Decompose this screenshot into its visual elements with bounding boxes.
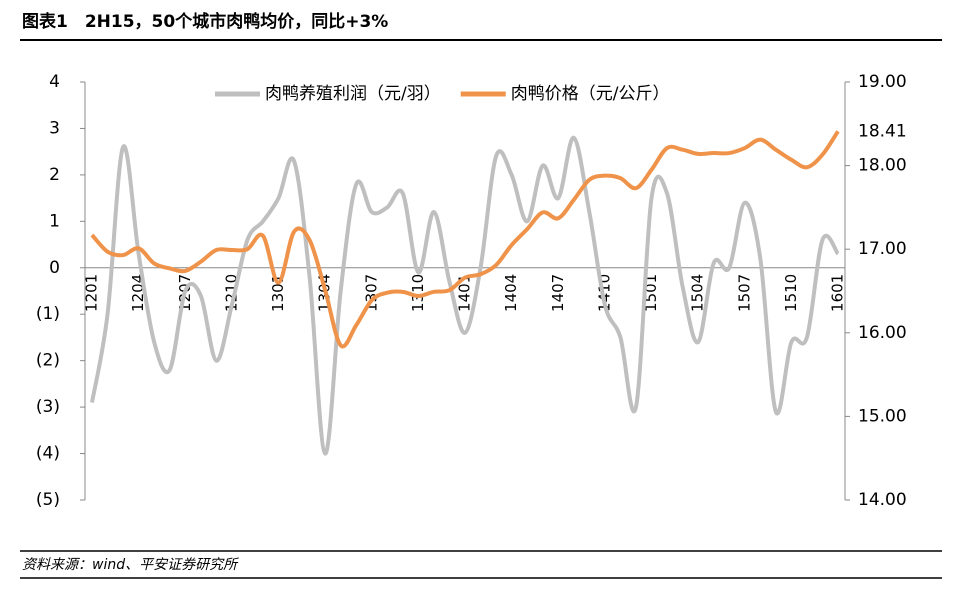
y2-tick-label: 15.00 — [858, 406, 907, 426]
y-tick-label: 2 — [49, 165, 60, 185]
y2-tick-label: 16.00 — [858, 323, 907, 343]
series-line — [90, 130, 840, 349]
y-tick-label: 0 — [49, 258, 60, 278]
x-tick-label: 1301 — [269, 274, 287, 312]
x-tick-label: 1307 — [362, 274, 380, 312]
x-tick-label: 1310 — [409, 274, 427, 312]
y-tick-label: 1 — [49, 211, 60, 231]
x-tick-label: 1510 — [782, 274, 800, 312]
x-tick-label: 1601 — [829, 274, 847, 312]
y2-tick-label: 18.00 — [858, 156, 907, 176]
chart-title: 图表1 2H15，50个城市肉鸭均价，同比+3% — [22, 11, 388, 32]
x-tick-label: 1201 — [83, 274, 101, 312]
y-tick-label: (2) — [36, 351, 60, 371]
y2-tick-label: 17.00 — [858, 239, 907, 259]
x-tick-label: 1507 — [735, 274, 753, 312]
y-tick-label: (1) — [36, 304, 60, 324]
legend-label: 肉鸭养殖利润（元/羽） — [265, 84, 441, 104]
data-label: 18.41 — [858, 121, 907, 141]
y-tick-label: (5) — [36, 490, 60, 510]
legend-label: 肉鸭价格（元/公斤） — [511, 84, 670, 104]
x-tick-label: 1404 — [502, 274, 520, 312]
y-tick-label: (4) — [36, 444, 60, 464]
y-tick-label: (3) — [36, 397, 60, 417]
x-tick-label: 1504 — [689, 274, 707, 312]
y2-tick-label: 14.00 — [858, 490, 907, 510]
x-tick-label: 1407 — [549, 274, 567, 312]
y-tick-label: 3 — [49, 118, 60, 138]
source: 资料来源：wind、平安证券研究所 — [22, 557, 239, 573]
series-line — [90, 135, 840, 456]
y-tick-label: 4 — [49, 72, 60, 92]
y2-tick-label: 19.00 — [858, 72, 907, 92]
